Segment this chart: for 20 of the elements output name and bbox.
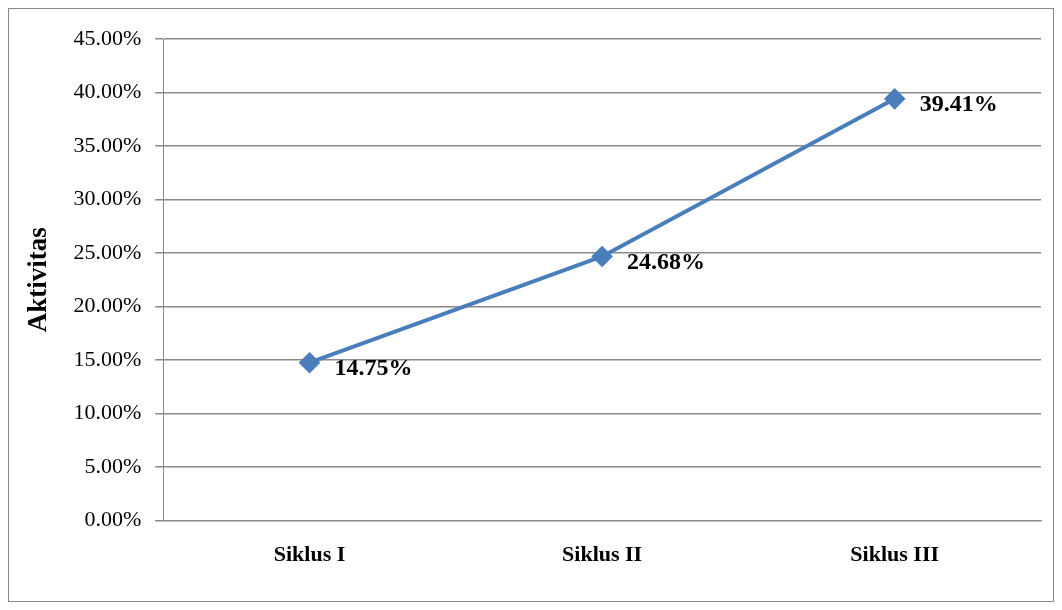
y-tick-label: 25.00% bbox=[73, 238, 142, 264]
y-tick-label: 15.00% bbox=[73, 345, 142, 371]
y-tick-label: 20.00% bbox=[73, 292, 142, 318]
x-tick-label: Siklus III bbox=[850, 541, 940, 567]
data-label: 39.41% bbox=[919, 90, 998, 117]
x-tick-label: Siklus I bbox=[273, 541, 346, 567]
y-tick-label: 35.00% bbox=[73, 131, 142, 157]
y-tick-label: 30.00% bbox=[73, 185, 142, 211]
point bbox=[592, 246, 613, 267]
y-tick-label: 45.00% bbox=[73, 24, 142, 50]
y-tick-label: 40.00% bbox=[73, 78, 142, 104]
y-tick-label: 10.00% bbox=[73, 399, 142, 425]
point bbox=[299, 352, 320, 373]
data-label: 24.68% bbox=[627, 247, 706, 274]
y-tick-label: 5.00% bbox=[84, 452, 142, 478]
y-axis-title: Aktivitas bbox=[22, 227, 53, 333]
x-tick-label: Siklus II bbox=[562, 541, 643, 567]
data-label: 14.75% bbox=[334, 353, 413, 380]
y-tick-label: 0.00% bbox=[84, 506, 142, 532]
point bbox=[884, 88, 905, 109]
